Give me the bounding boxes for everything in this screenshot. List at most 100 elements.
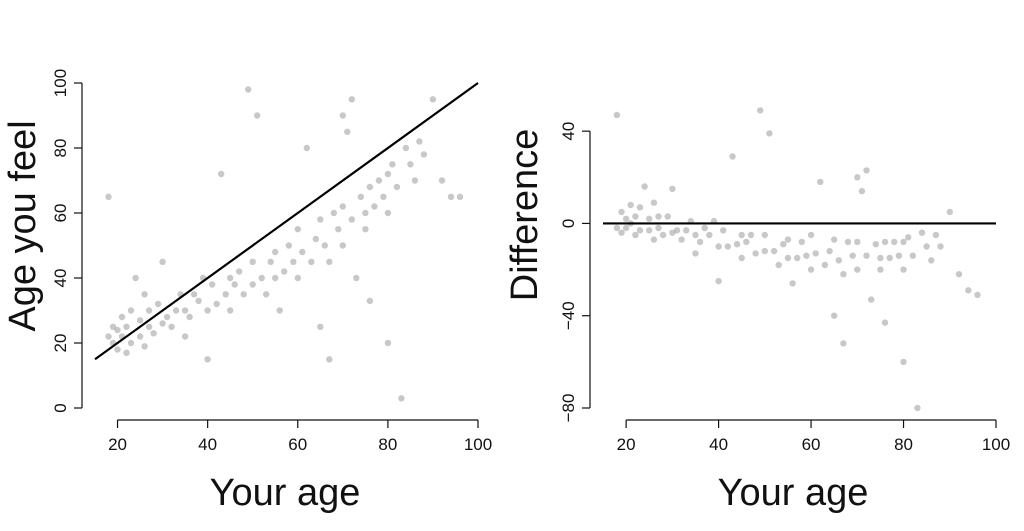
data-point <box>213 300 220 308</box>
data-point <box>794 254 801 262</box>
data-point <box>692 231 699 239</box>
data-point <box>881 319 889 326</box>
data-point <box>240 291 247 298</box>
y-tick-label: 0 <box>51 403 70 412</box>
data-point <box>877 254 884 262</box>
data-point <box>872 241 879 248</box>
x-tick-label: 40 <box>198 435 217 454</box>
data-point <box>348 96 355 103</box>
data-point <box>706 231 713 239</box>
data-point <box>290 258 297 265</box>
data-point <box>339 112 346 119</box>
data-point <box>636 204 644 211</box>
data-point <box>190 291 198 298</box>
data-point <box>272 248 279 256</box>
data-point <box>900 238 907 246</box>
scatter-points-left <box>105 86 464 402</box>
x-axis-title-right: Your age <box>718 472 869 514</box>
data-point <box>733 241 741 248</box>
data-point <box>141 291 148 298</box>
y-axis-title-right: Difference <box>504 129 546 302</box>
data-point <box>720 227 727 234</box>
data-point <box>803 252 810 259</box>
y-tick-label: 0 <box>559 219 578 228</box>
data-point <box>807 266 815 273</box>
data-point <box>831 236 838 243</box>
data-point <box>227 307 234 314</box>
data-point <box>281 268 288 275</box>
data-point <box>659 231 667 239</box>
x-axis-title-left: Your age <box>210 472 361 514</box>
x-tick-label: 60 <box>288 435 307 454</box>
data-point <box>715 277 722 285</box>
data-point <box>752 250 759 257</box>
data-point <box>123 323 130 330</box>
x-tick-label: 80 <box>378 435 397 454</box>
data-point <box>664 213 671 220</box>
data-point <box>420 151 428 158</box>
data-point <box>613 224 621 232</box>
data-point <box>353 274 360 282</box>
y-tick-label: 80 <box>51 139 70 158</box>
data-point <box>105 333 112 340</box>
data-point <box>384 339 392 347</box>
data-point <box>780 241 787 248</box>
data-point <box>923 243 930 250</box>
data-point <box>692 250 699 257</box>
data-point <box>729 153 736 160</box>
data-point <box>886 254 893 262</box>
y-tick-label: −40 <box>559 301 578 330</box>
data-point <box>724 243 731 250</box>
y-axis-title-left: Age you feel <box>2 120 44 331</box>
data-point <box>632 213 639 220</box>
panel-age-you-feel: 20 40 60 80 100 0 20 40 60 80 100 Your age Age you… <box>2 69 492 514</box>
data-point <box>308 258 315 265</box>
data-point <box>348 216 355 223</box>
data-point <box>172 307 180 314</box>
data-point <box>974 291 981 299</box>
axes-right: 20 40 60 80 100 −80 −40 0 40 <box>559 122 1010 454</box>
data-point <box>895 252 903 259</box>
data-point <box>696 238 704 246</box>
data-point <box>398 395 405 402</box>
data-point <box>276 307 283 314</box>
data-point <box>900 266 907 273</box>
data-point <box>632 231 639 239</box>
data-point <box>195 297 202 304</box>
data-point <box>747 231 755 239</box>
data-point <box>114 346 121 353</box>
x-tick-label: 100 <box>464 435 492 454</box>
x-tick-label: 80 <box>894 435 913 454</box>
data-point <box>835 257 842 264</box>
data-point <box>357 193 364 200</box>
panel-difference: 20 40 60 80 100 −80 −40 0 40 Your age Difference <box>504 107 1010 514</box>
data-point <box>321 242 328 249</box>
data-point <box>456 193 464 200</box>
data-point <box>249 258 256 265</box>
data-point <box>344 128 351 135</box>
data-point <box>854 238 861 246</box>
data-point <box>245 86 252 93</box>
data-point <box>789 280 796 287</box>
data-point <box>932 231 940 239</box>
data-point <box>339 242 346 249</box>
data-point <box>186 313 193 321</box>
data-point <box>154 300 162 308</box>
data-point <box>312 235 319 243</box>
data-point <box>389 161 396 168</box>
x-tick-label: 60 <box>802 435 821 454</box>
data-point <box>136 317 144 324</box>
data-point <box>384 209 392 217</box>
data-point <box>812 250 819 257</box>
data-point <box>145 307 153 314</box>
data-point <box>955 271 963 278</box>
data-point <box>784 236 792 243</box>
x-tick-label: 40 <box>709 435 728 454</box>
data-point <box>163 313 171 321</box>
data-point <box>114 326 121 334</box>
data-point <box>326 258 333 265</box>
data-point <box>123 349 130 356</box>
data-point <box>249 281 256 288</box>
data-point <box>402 144 410 152</box>
data-point <box>817 178 824 186</box>
